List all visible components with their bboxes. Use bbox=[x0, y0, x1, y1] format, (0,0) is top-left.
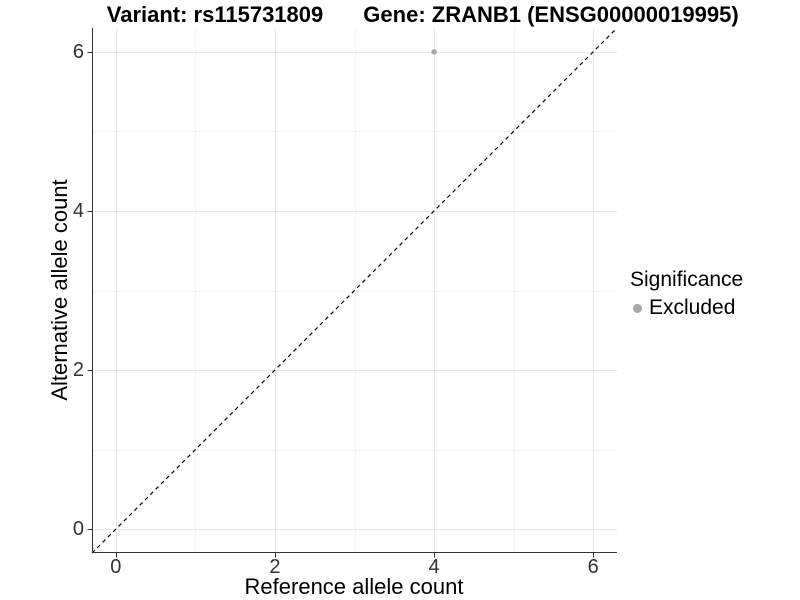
identity-line bbox=[91, 27, 618, 554]
legend-entry-label: Excluded bbox=[649, 296, 736, 319]
y-tick-label: 0 bbox=[72, 518, 84, 541]
y-tick-label: 2 bbox=[72, 359, 84, 382]
y-tick-label: 6 bbox=[72, 40, 84, 63]
y-tick-label: 4 bbox=[72, 199, 84, 222]
variant-title: Variant: rs115731809 bbox=[106, 2, 324, 27]
x-tick-label: 2 bbox=[269, 556, 281, 578]
excluded-point-icon bbox=[633, 303, 642, 313]
legend-title: Significance bbox=[630, 268, 744, 291]
legend-entry-excluded: Excluded bbox=[630, 296, 743, 320]
legend: Significance Excluded bbox=[630, 268, 743, 320]
x-tick-label: 0 bbox=[110, 556, 122, 578]
x-axis-title: Reference allele count bbox=[244, 574, 464, 599]
x-tick-label: 6 bbox=[587, 556, 599, 578]
x-tick-label: 4 bbox=[428, 556, 440, 578]
data-point bbox=[431, 49, 437, 55]
chart-panel bbox=[87, 27, 618, 558]
gene-title: Gene: ZRANB1 (ENSG00000019995) bbox=[363, 2, 739, 27]
